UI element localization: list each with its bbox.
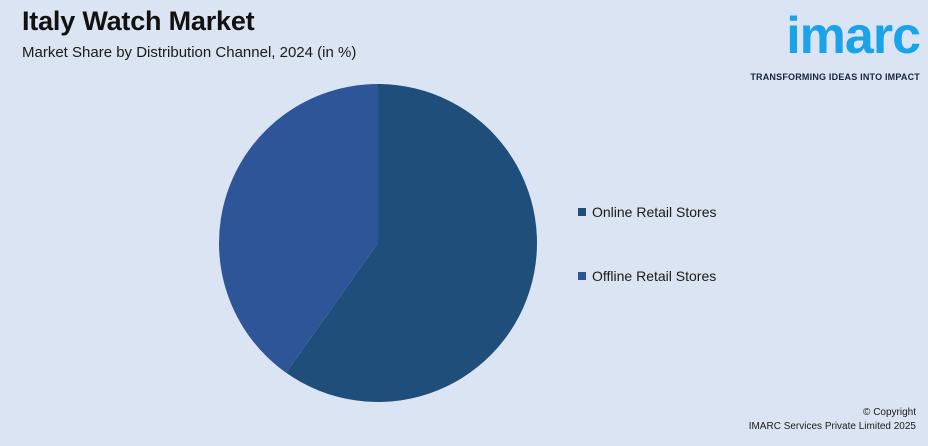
copyright-notice: © Copyright IMARC Services Private Limit… <box>749 406 916 434</box>
chart-legend: Online Retail Stores Offline Retail Stor… <box>578 203 717 331</box>
legend-swatch-online <box>578 208 586 216</box>
imarc-logo: imarc TRANSFORMING IDEAS INTO IMPACT <box>730 6 921 86</box>
chart-subtitle: Market Share by Distribution Channel, 20… <box>22 44 357 61</box>
copyright-line-2: IMARC Services Private Limited 2025 <box>748 421 916 432</box>
copyright-line-1: © Copyright <box>863 407 916 418</box>
chart-title: Italy Watch Market <box>22 6 255 36</box>
legend-swatch-offline <box>578 272 586 280</box>
legend-item-online: Online Retail Stores <box>578 203 717 221</box>
pie-slice-offline <box>219 84 378 373</box>
logo-tagline: TRANSFORMING IDEAS INTO IMPACT <box>750 72 920 82</box>
logo-wordmark: imarc <box>786 7 921 65</box>
legend-item-offline: Offline Retail Stores <box>578 267 717 285</box>
legend-label-offline: Offline Retail Stores <box>592 268 717 284</box>
pie-slice-online <box>286 84 538 403</box>
legend-label-online: Online Retail Stores <box>592 204 717 220</box>
